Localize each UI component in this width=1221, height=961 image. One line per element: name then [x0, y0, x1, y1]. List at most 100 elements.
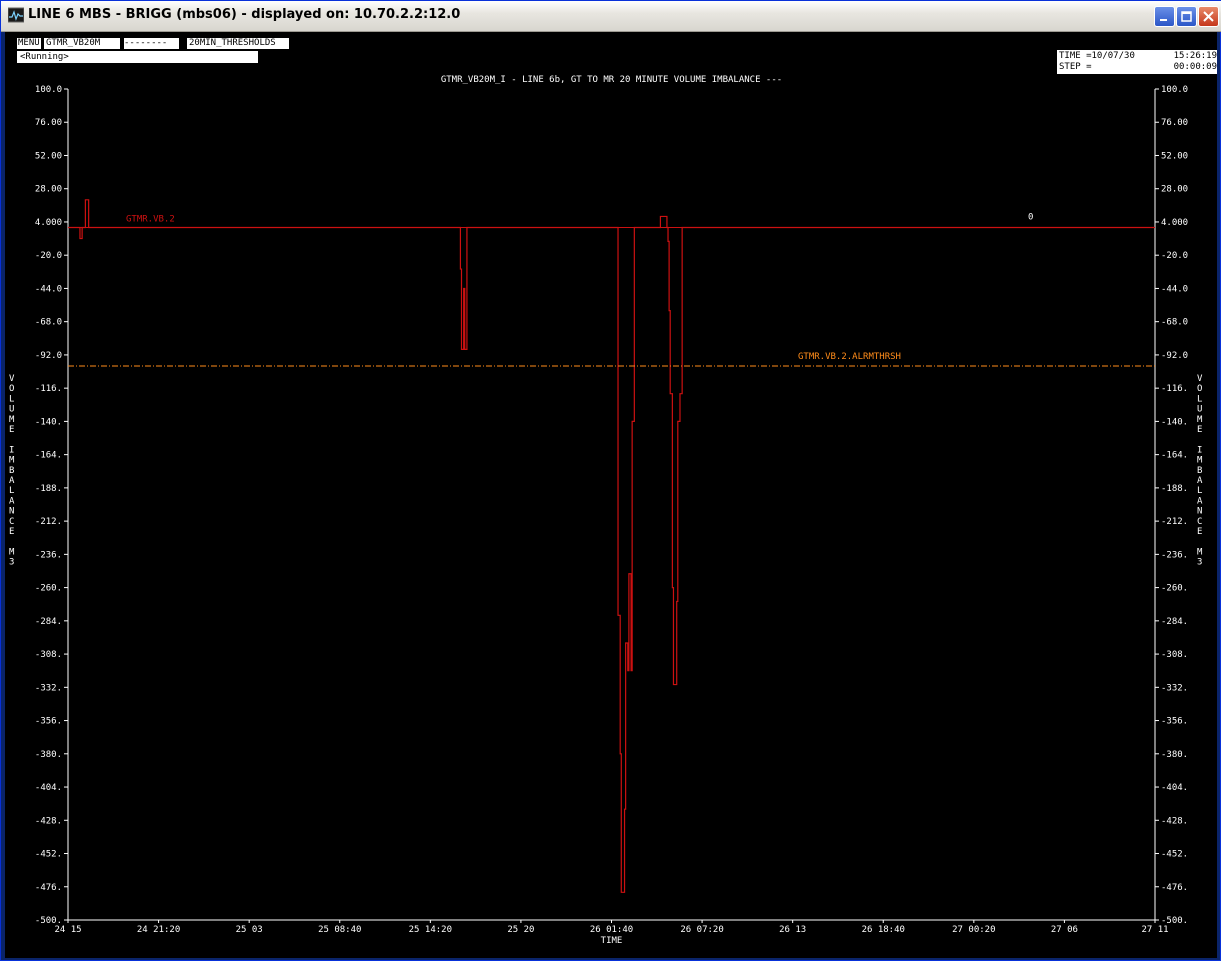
time-value: 15:26:19 [1173, 51, 1217, 61]
series-label: GTMR.VB.2 [126, 215, 175, 225]
maximize-button[interactable] [1176, 6, 1197, 27]
y-axis-label-left-char: U [9, 405, 14, 415]
y-tick-label-left: 4.000 [35, 218, 62, 228]
y-tick-label-left: -284. [35, 617, 62, 627]
y-axis-label-left-char: 3 [9, 558, 14, 568]
annotation-zero: 0 [1028, 213, 1033, 223]
y-tick-label-right: -500. [1161, 916, 1188, 926]
y-axis-label-right-char: M [1197, 415, 1203, 425]
x-tick-label: 27 06 [1051, 925, 1078, 935]
y-tick-label-right: 4.000 [1161, 218, 1188, 228]
y-axis-label-left-char: A [9, 496, 15, 506]
y-axis-label-left-char: E [9, 527, 14, 537]
y-tick-label-right: -92.0 [1161, 351, 1188, 361]
y-axis-label-right-char: E [1197, 425, 1202, 435]
step-value: 00:00:09 [1173, 62, 1217, 72]
y-tick-label-right: -212. [1161, 517, 1188, 527]
x-tick-label: 27 11 [1141, 925, 1168, 935]
y-tick-label-left: -476. [35, 883, 62, 893]
y-tick-label-left: 52.00 [35, 151, 62, 161]
y-tick-label-left: -308. [35, 650, 62, 660]
y-axis-label-right-char: M [1197, 456, 1203, 466]
y-tick-label-left: -164. [35, 451, 62, 461]
y-tick-label-left: -68.0 [35, 318, 62, 328]
y-tick-label-right: -428. [1161, 816, 1188, 826]
minimize-icon [1160, 19, 1167, 21]
menu-item-gtmr-vb20m[interactable]: GTMR_VB20M [44, 38, 120, 49]
y-axis-label-right-char: 3 [1197, 558, 1202, 568]
y-axis-label-left-char: O [9, 384, 14, 394]
y-axis-label-left-char: A [9, 476, 15, 486]
y-axis-label-left-char: M [9, 547, 15, 557]
y-axis-label-left-char: I [9, 445, 14, 455]
y-tick-label-left: -452. [35, 850, 62, 860]
time-label: TIME =10/07/30 [1059, 51, 1135, 61]
y-tick-label-left: -44.0 [35, 284, 62, 294]
y-tick-label-left: -260. [35, 584, 62, 594]
y-tick-label-right: -116. [1161, 384, 1188, 394]
y-tick-label-right: -188. [1161, 484, 1188, 494]
x-tick-label: 25 08:40 [318, 925, 361, 935]
y-tick-label-right: 28.00 [1161, 185, 1188, 195]
y-tick-label-left: 100.0 [35, 85, 62, 95]
x-tick-label: 25 03 [236, 925, 263, 935]
y-tick-label-left: -140. [35, 417, 62, 427]
x-tick-label: 25 14:20 [409, 925, 452, 935]
y-axis-label-left-char: M [9, 456, 15, 466]
y-axis-label-left-char: B [9, 466, 14, 476]
y-tick-label-right: -260. [1161, 584, 1188, 594]
y-tick-label-right: 100.0 [1161, 85, 1188, 95]
status-field: <Running> [17, 51, 258, 63]
menu-item-20min-thresholds[interactable]: 20MIN_THRESHOLDS [187, 38, 289, 49]
y-tick-label-right: -332. [1161, 683, 1188, 693]
y-tick-label-left: -332. [35, 683, 62, 693]
trend-chart: GTMR_VB20M_I - LINE 6b, GT TO MR 20 MINU… [9, 75, 1203, 946]
y-tick-label-left: 76.00 [35, 118, 62, 128]
y-axis-label-right-char: B [1197, 466, 1202, 476]
menu-item-separator[interactable]: -------- [124, 38, 179, 49]
y-tick-label-right: -452. [1161, 850, 1188, 860]
y-axis-label-right-char: C [1197, 517, 1202, 527]
y-axis-label-left-char: M [9, 415, 15, 425]
x-axis-label: TIME [601, 936, 623, 946]
y-axis-label-left-char: C [9, 517, 14, 527]
close-button[interactable] [1198, 6, 1219, 27]
y-tick-label-left: -380. [35, 750, 62, 760]
y-tick-label-left: -116. [35, 384, 62, 394]
x-tick-label: 26 18:40 [862, 925, 905, 935]
y-tick-label-left: -500. [35, 916, 62, 926]
y-axis-label-right-char: A [1197, 496, 1203, 506]
x-tick-label: 24 15 [54, 925, 81, 935]
y-tick-label-right: -380. [1161, 750, 1188, 760]
y-axis-label-left-char: L [9, 394, 14, 404]
y-axis-label-right-char: N [1197, 507, 1202, 517]
y-tick-label-left: -356. [35, 717, 62, 727]
y-axis-label-right-char: A [1197, 476, 1203, 486]
app-icon [8, 7, 24, 23]
y-axis-label-right-char: O [1197, 384, 1202, 394]
minimize-button[interactable] [1154, 6, 1175, 27]
x-tick-label: 24 21:20 [137, 925, 180, 935]
menu-button[interactable]: MENU [17, 38, 41, 49]
y-axis-label-right-char: V [1197, 374, 1203, 384]
y-axis-label-right-char: U [1197, 405, 1202, 415]
y-tick-label-left: -212. [35, 517, 62, 527]
y-tick-label-right: -68.0 [1161, 318, 1188, 328]
y-tick-label-left: -20.0 [35, 251, 62, 261]
y-tick-label-left: -236. [35, 550, 62, 560]
y-axis-label-right-char: L [1197, 394, 1202, 404]
x-tick-label: 26 07:20 [680, 925, 723, 935]
step-label: STEP = [1059, 62, 1092, 72]
x-tick-label: 26 13 [779, 925, 806, 935]
y-axis-label-left-char: E [9, 425, 14, 435]
y-axis-label-right-char: I [1197, 445, 1202, 455]
y-tick-label-right: 76.00 [1161, 118, 1188, 128]
time-readout: TIME =10/07/30 15:26:19 STEP = 00:00:09 [1057, 50, 1217, 74]
y-tick-label-right: -140. [1161, 417, 1188, 427]
y-tick-label-left: -188. [35, 484, 62, 494]
x-tick-label: 25 20 [507, 925, 534, 935]
window-title: LINE 6 MBS - BRIGG (mbs06) - displayed o… [28, 7, 461, 22]
title-bar[interactable]: LINE 6 MBS - BRIGG (mbs06) - displayed o… [1, 1, 1221, 32]
x-tick-label: 27 00:20 [952, 925, 995, 935]
